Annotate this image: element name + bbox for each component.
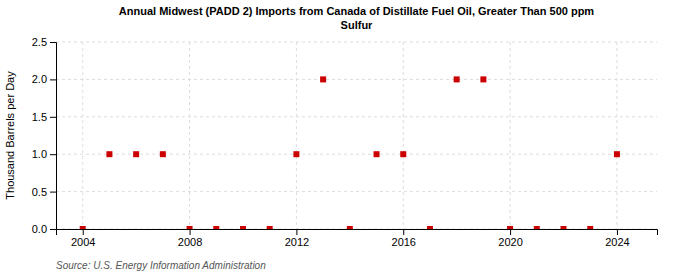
- tick-label: 2012: [285, 236, 309, 248]
- y-axis: 0.0 0.5 1.0 1.5 2.0 2.5: [32, 36, 57, 235]
- chart: 2004 2008 2012 2016 2020 2024 0.0 0.5 1.0 1.5 2.0 2…: [0, 0, 675, 275]
- grid-line: [56, 116, 657, 117]
- point: [374, 151, 380, 157]
- point: [160, 151, 166, 157]
- point: [80, 226, 86, 229]
- grid-line: [56, 191, 657, 192]
- point: [587, 226, 593, 229]
- tick: 2008: [178, 229, 202, 248]
- tick: 2020: [498, 229, 522, 248]
- tick-label: 2008: [178, 236, 202, 248]
- tick: 0.0: [32, 223, 56, 235]
- tick-mark: [296, 229, 297, 235]
- point: [427, 226, 433, 229]
- grid-line: [56, 42, 657, 43]
- tick-mark: [50, 192, 56, 193]
- tick-mark: [510, 229, 511, 235]
- tick-label: 2004: [71, 236, 95, 248]
- point: [534, 226, 540, 229]
- point: [267, 226, 273, 229]
- tick-label: 2.0: [32, 73, 47, 85]
- points: [80, 76, 620, 229]
- tick: 2.0: [32, 73, 56, 85]
- tick-mark: [403, 229, 404, 235]
- grid-line: [616, 42, 617, 229]
- point: [320, 76, 326, 82]
- tick: 1.5: [32, 111, 56, 123]
- tick-label: 2016: [392, 236, 416, 248]
- point: [213, 226, 219, 229]
- point: [480, 76, 486, 82]
- tick-label: 2020: [498, 236, 522, 248]
- point: [106, 151, 112, 157]
- grid-line: [403, 42, 404, 229]
- title-line: Annual Midwest (PADD 2) Imports from Can…: [119, 5, 595, 17]
- tick-mark: [50, 42, 56, 43]
- point: [240, 226, 246, 229]
- tick: 2.5: [32, 36, 56, 48]
- grid-line: [510, 42, 511, 229]
- grid-line: [189, 42, 190, 229]
- point: [614, 151, 620, 157]
- x-axis: 2004 2008 2012 2016 2020 2024: [57, 229, 658, 248]
- point: [454, 76, 460, 82]
- tick: 2024: [605, 229, 629, 248]
- tick-mark: [83, 229, 84, 235]
- tick-mark: [50, 79, 56, 80]
- tick-mark: [50, 117, 56, 118]
- point: [400, 151, 406, 157]
- grid-line: [296, 42, 297, 229]
- y-axis-title: Thousand Barrels per Day: [4, 71, 16, 200]
- axis-line: [50, 43, 57, 230]
- title: Annual Midwest (PADD 2) Imports from Can…: [119, 5, 595, 31]
- title-line: Sulfur: [341, 19, 373, 31]
- tick-label: 1.5: [32, 111, 47, 123]
- point: [133, 151, 139, 157]
- axis-line: [57, 230, 658, 236]
- tick-mark: [617, 229, 618, 235]
- plot: 2004 2008 2012 2016 2020 2024 0.0 0.5 1.0 1.5 2.0 2…: [32, 36, 658, 248]
- tick: 2004: [71, 229, 95, 248]
- tick-mark: [50, 229, 56, 230]
- point: [561, 226, 567, 229]
- grid: [56, 42, 657, 229]
- grid-line: [56, 79, 657, 80]
- tick-label: 2024: [605, 236, 629, 248]
- grid-line: [82, 42, 83, 229]
- tick: 2016: [392, 229, 416, 248]
- tick: 1.0: [32, 148, 56, 160]
- tick: 2012: [285, 229, 309, 248]
- tick-mark: [190, 229, 191, 235]
- tick-mark: [50, 154, 56, 155]
- point: [293, 151, 299, 157]
- point: [507, 226, 513, 229]
- tick-label: 0.5: [32, 186, 47, 198]
- tick-label: 2.5: [32, 36, 47, 48]
- tick-label: 0.0: [32, 223, 47, 235]
- tick-label: 1.0: [32, 148, 47, 160]
- point: [187, 226, 193, 229]
- point: [347, 226, 353, 229]
- tick: 0.5: [32, 186, 56, 198]
- source: Source: U.S. Energy Information Administ…: [56, 260, 266, 271]
- grid-line: [56, 154, 657, 155]
